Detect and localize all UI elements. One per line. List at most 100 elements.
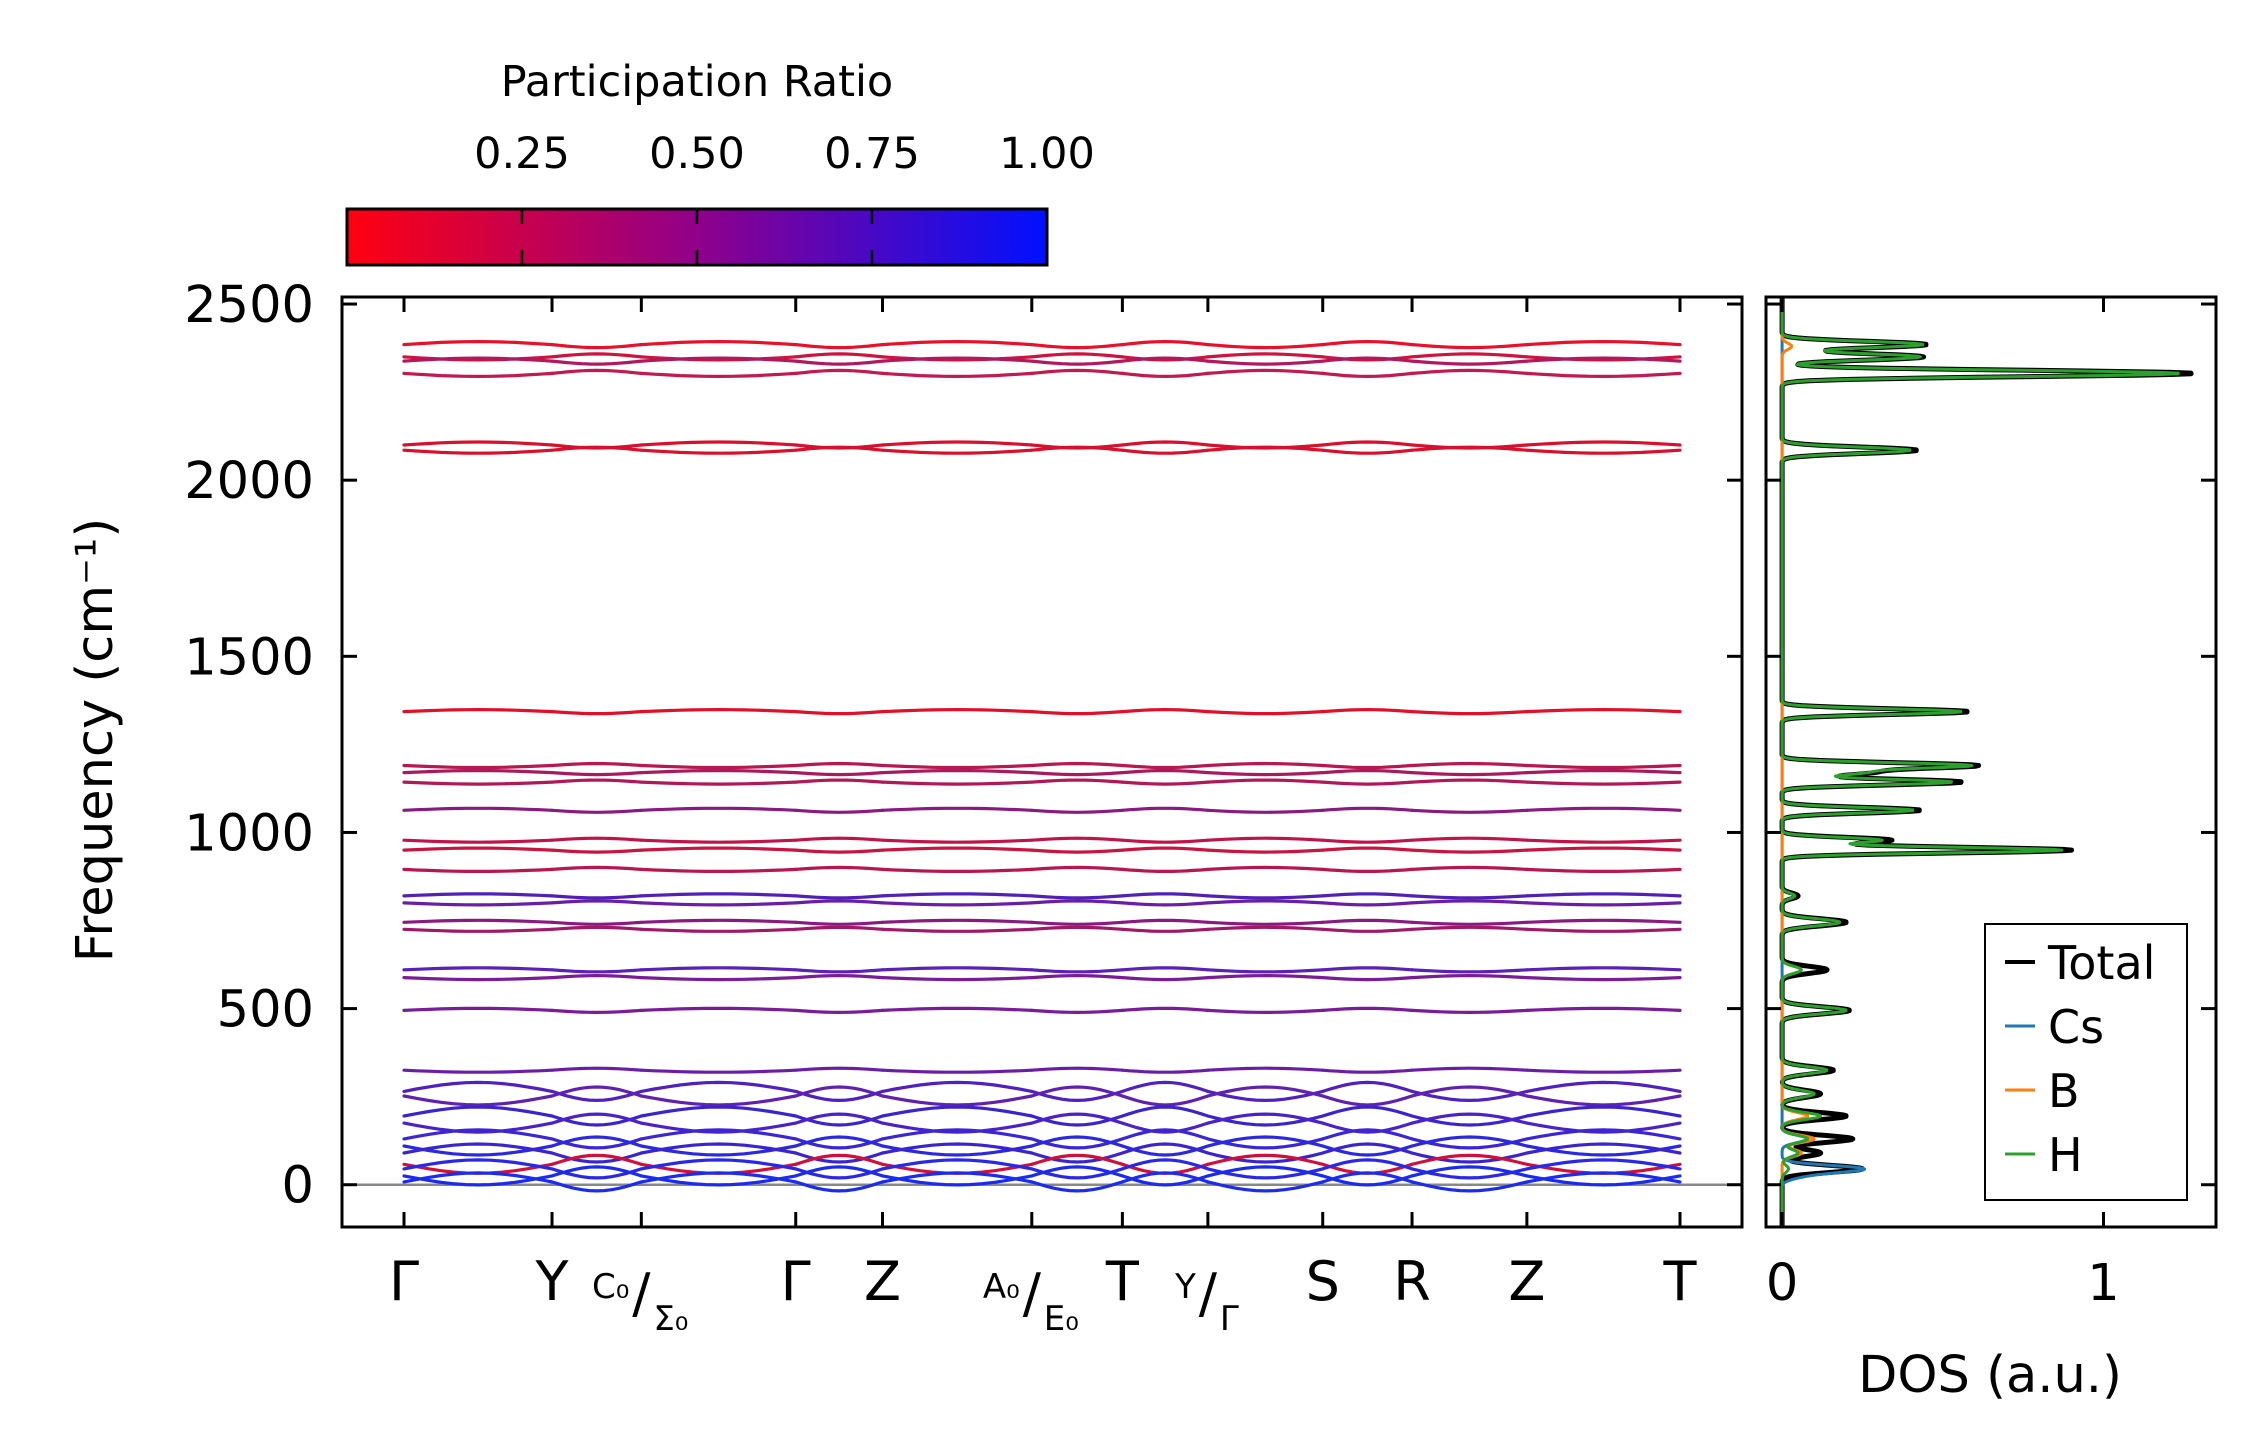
band-90-segment bbox=[794, 1151, 885, 1164]
band-610-segment bbox=[1525, 966, 1682, 972]
band-2380-segment bbox=[402, 339, 554, 347]
band-725-segment bbox=[639, 927, 798, 933]
band-745-segment bbox=[1030, 920, 1125, 926]
band-1065-segment bbox=[402, 806, 554, 812]
colorbar: Participation Ratio 0.25 0.50 0.75 1.00 bbox=[345, 57, 1095, 267]
band-195-segment bbox=[880, 1105, 1034, 1118]
band-1065-segment bbox=[1525, 806, 1682, 812]
band-2350-segment bbox=[1206, 352, 1325, 359]
svg-text:C₀: C₀ bbox=[592, 1267, 629, 1307]
band-610-segment bbox=[402, 966, 554, 972]
band-1170-segment bbox=[1525, 768, 1682, 775]
band-1190-segment bbox=[1321, 763, 1414, 770]
band-325-segment bbox=[1206, 1066, 1325, 1072]
k-point-label: Z bbox=[864, 1250, 901, 1313]
band-980-segment bbox=[794, 836, 885, 842]
band-325-segment bbox=[794, 1066, 885, 1072]
band-255-segment bbox=[880, 1094, 1034, 1107]
band-725-segment bbox=[1525, 927, 1682, 933]
band-10-segment bbox=[1030, 1180, 1125, 1193]
band-2380-segment bbox=[794, 343, 885, 350]
band-725-segment bbox=[1321, 927, 1414, 933]
band-2340-segment bbox=[794, 359, 885, 366]
band-1145-segment bbox=[550, 778, 643, 784]
band-175-segment bbox=[1410, 1112, 1529, 1125]
band-745-segment bbox=[1525, 918, 1682, 924]
band-265-segment bbox=[1410, 1089, 1529, 1103]
band-980-segment bbox=[1321, 838, 1414, 844]
band-175-segment bbox=[1321, 1121, 1414, 1134]
band-130-segment bbox=[1321, 1128, 1414, 1141]
band-1170-segment bbox=[1206, 770, 1325, 777]
band-45-segment bbox=[1120, 1158, 1210, 1171]
band-90-segment bbox=[1321, 1142, 1414, 1155]
band-45-segment bbox=[550, 1167, 643, 1180]
band-2305-segment bbox=[1525, 371, 1682, 379]
band-2085-segment bbox=[794, 445, 885, 452]
band-2085-segment bbox=[880, 448, 1034, 455]
band-2085-segment bbox=[402, 448, 554, 455]
band-2085-segment bbox=[550, 445, 643, 452]
band-325-segment bbox=[639, 1068, 798, 1074]
k-point-label: Y bbox=[535, 1250, 570, 1313]
band-175-segment bbox=[550, 1112, 643, 1125]
band-265-segment bbox=[880, 1080, 1034, 1094]
band-820-segment bbox=[1030, 894, 1125, 900]
band-820-segment bbox=[1321, 892, 1414, 898]
band-590-segment bbox=[1030, 973, 1125, 980]
band-980-segment bbox=[1410, 836, 1529, 842]
band-2340-segment bbox=[1410, 359, 1529, 366]
band-610-segment bbox=[639, 966, 798, 972]
band-1190-segment bbox=[1120, 763, 1210, 770]
colorbar-tick-label: 0.25 bbox=[474, 129, 570, 179]
band-2340-segment bbox=[1030, 359, 1125, 366]
band-45-segment bbox=[402, 1158, 554, 1171]
legend-label-h: H bbox=[2048, 1128, 2083, 1182]
band-25-segment bbox=[794, 1165, 885, 1178]
band-900-segment bbox=[880, 867, 1034, 874]
band-130-segment bbox=[1206, 1137, 1325, 1150]
band-745-segment bbox=[1120, 918, 1210, 924]
band-980-segment bbox=[1206, 836, 1325, 842]
band-1190-segment bbox=[794, 761, 885, 768]
band-1190-segment bbox=[550, 761, 643, 768]
band-1145-segment bbox=[1030, 778, 1125, 784]
band-175-segment bbox=[1525, 1121, 1682, 1134]
band-950-segment bbox=[402, 846, 554, 852]
band-130-segment bbox=[1525, 1128, 1682, 1141]
band-980-segment bbox=[639, 838, 798, 844]
band-325-segment bbox=[1525, 1068, 1682, 1074]
band-1190-segment bbox=[639, 763, 798, 770]
band-495-segment bbox=[639, 1006, 798, 1013]
band-725-segment bbox=[1030, 925, 1125, 931]
svg-text:T: T bbox=[1663, 1250, 1698, 1313]
band-725-segment bbox=[1206, 925, 1325, 931]
band-2380-segment bbox=[1206, 343, 1325, 350]
y-tick-label: 2000 bbox=[184, 452, 314, 511]
band-800-segment bbox=[1410, 899, 1529, 905]
band-2380-segment bbox=[550, 343, 643, 350]
band-610-segment bbox=[794, 968, 885, 974]
band-800-segment bbox=[1321, 901, 1414, 907]
band-45-segment bbox=[1206, 1167, 1325, 1180]
k-point-label: Z bbox=[1508, 1250, 1545, 1313]
band-820-segment bbox=[639, 892, 798, 898]
band-325-segment bbox=[402, 1068, 554, 1074]
band-1190-segment bbox=[880, 763, 1034, 770]
band-110-segment bbox=[794, 1135, 885, 1148]
band-495-segment bbox=[550, 1008, 643, 1015]
band-800-segment bbox=[1525, 901, 1682, 907]
band-980-segment bbox=[402, 838, 554, 844]
band-1065-segment bbox=[1321, 806, 1414, 812]
band-175-segment bbox=[794, 1112, 885, 1125]
y-tick-label: 500 bbox=[217, 981, 314, 1040]
band-110-segment bbox=[639, 1144, 798, 1157]
band-255-segment bbox=[639, 1094, 798, 1107]
band-745-segment bbox=[794, 920, 885, 926]
band-255-segment bbox=[550, 1085, 643, 1098]
band-900-segment bbox=[639, 867, 798, 874]
band-590-segment bbox=[1321, 975, 1414, 982]
band-725-segment bbox=[794, 925, 885, 931]
band-1345-segment bbox=[1206, 709, 1325, 716]
band-1145-segment bbox=[1206, 778, 1325, 784]
